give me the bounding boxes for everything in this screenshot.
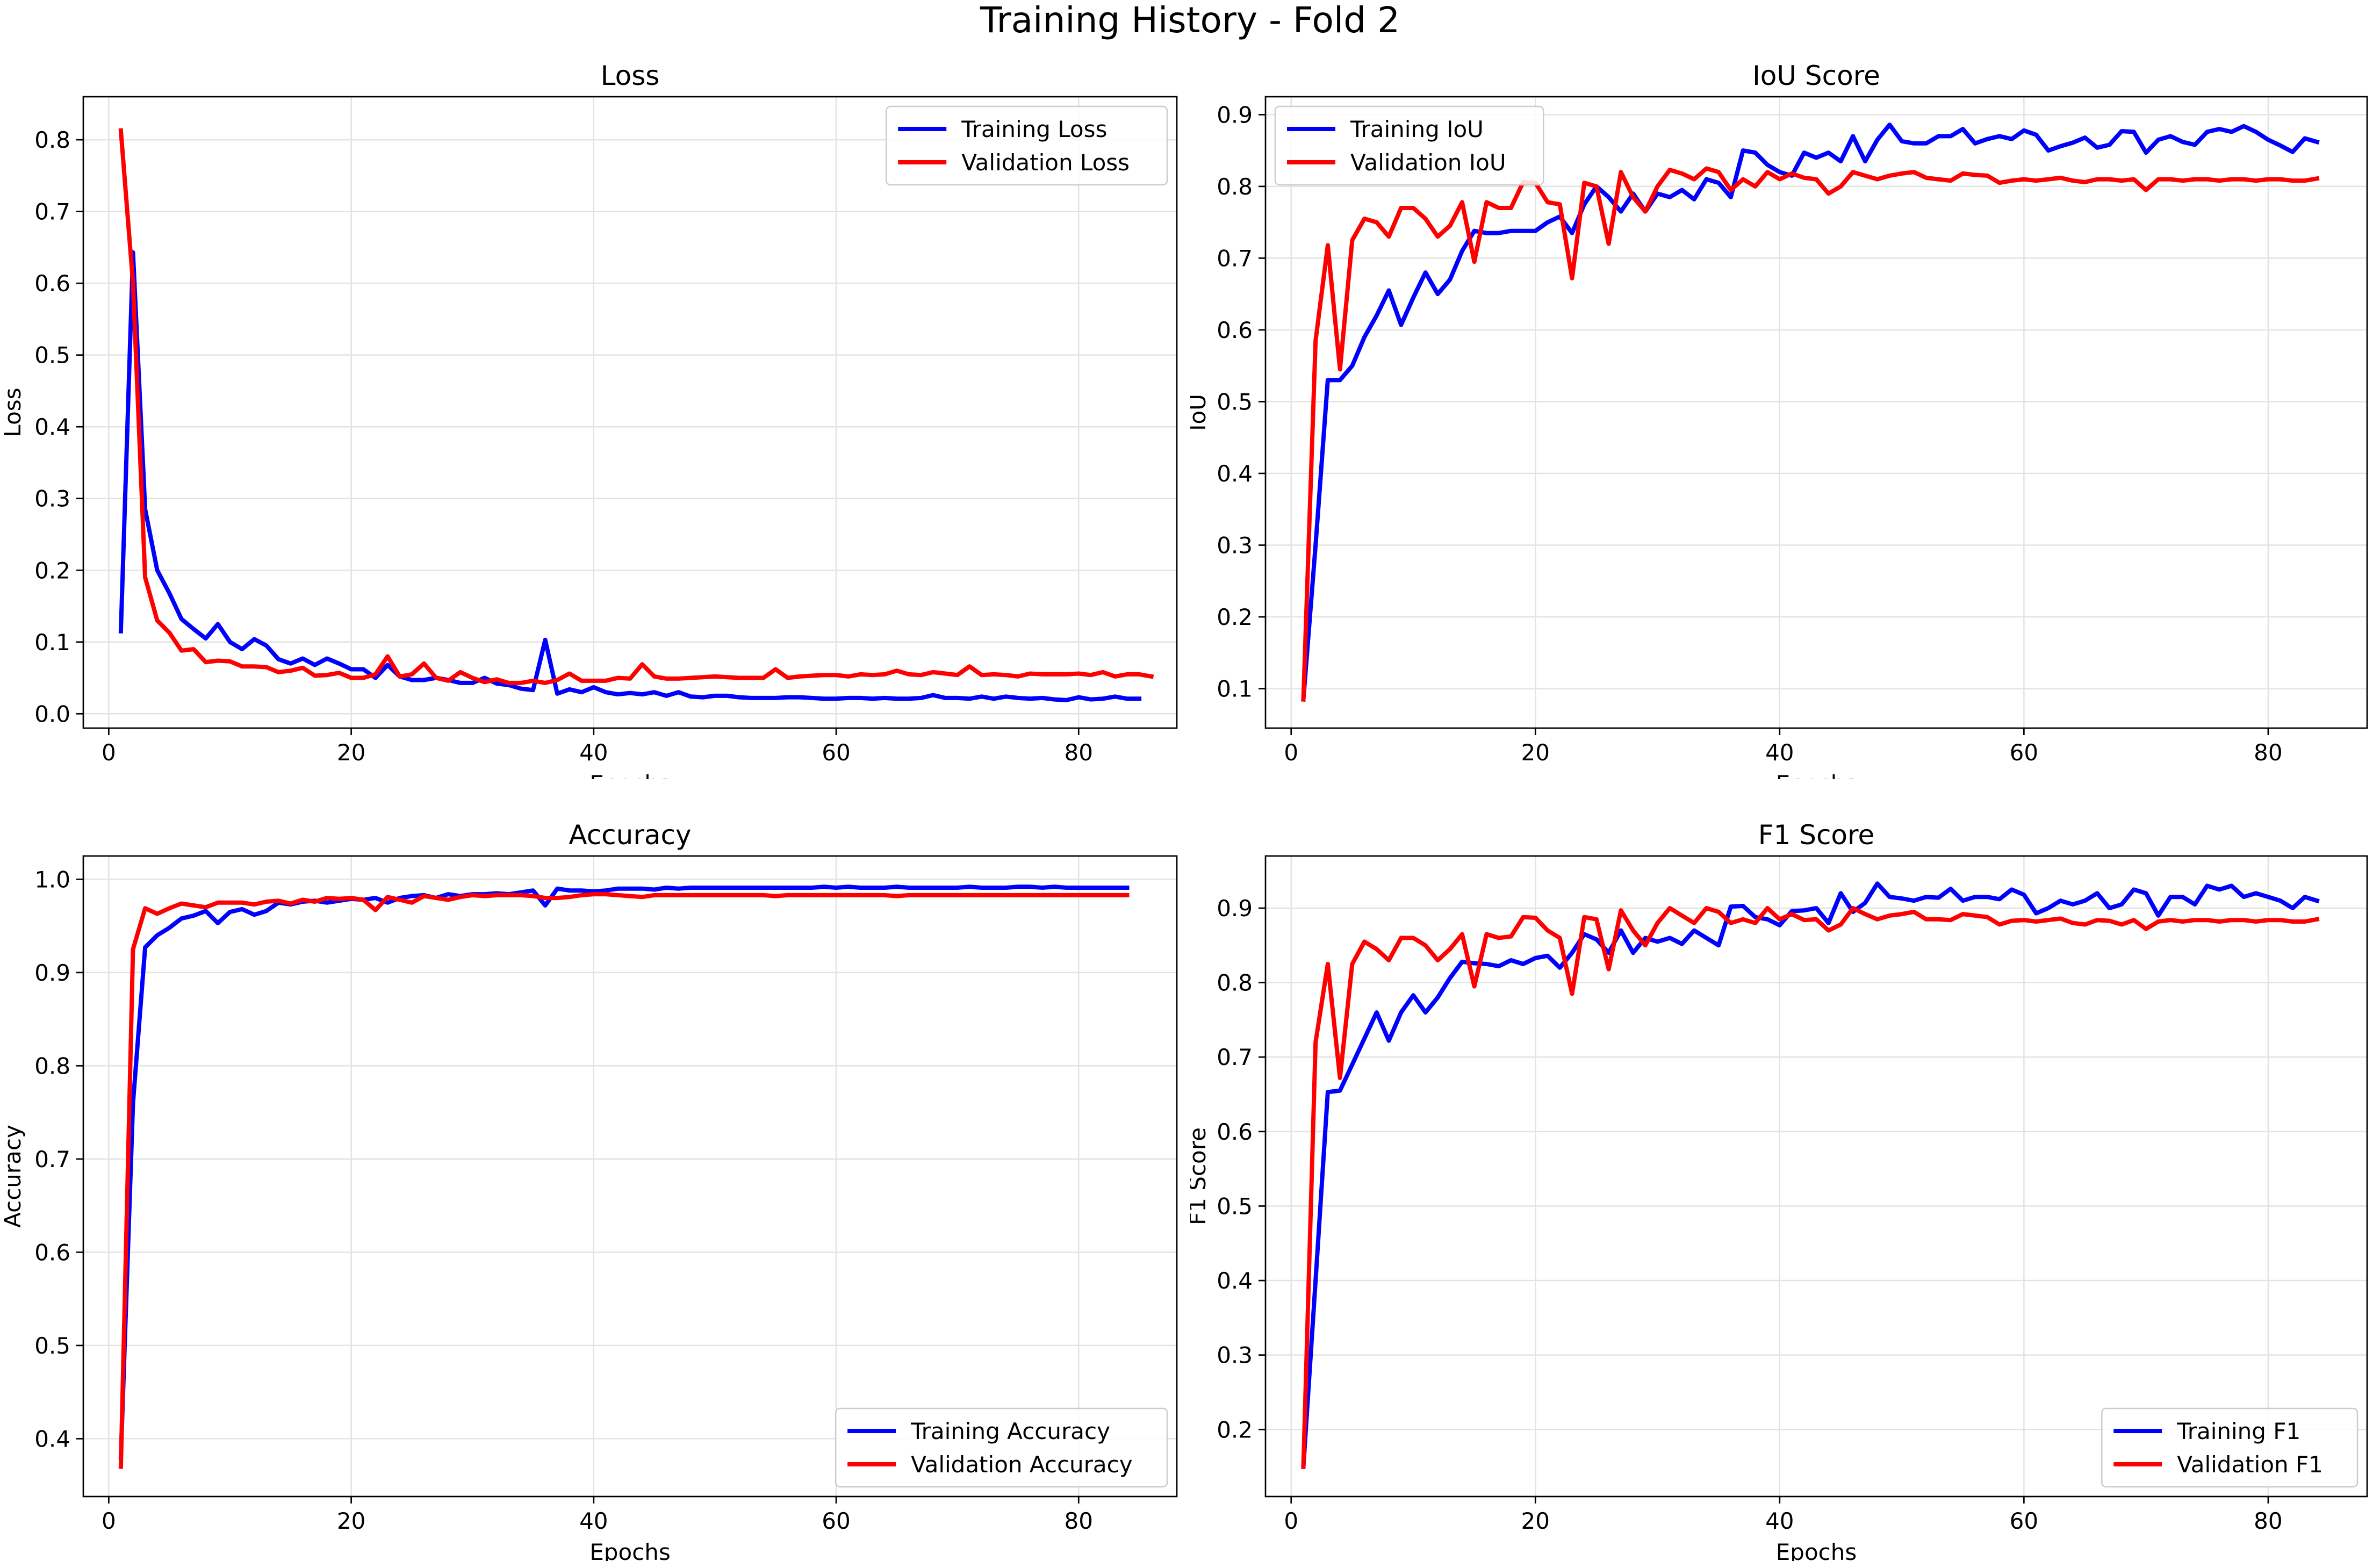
accuracy-ytick-label: 0.7 [34, 1146, 70, 1172]
f1-score-plot-frame [1264, 855, 2368, 1498]
iou-score-ytick-label: 0.4 [1217, 461, 1253, 487]
accuracy-legend-label-training-accuracy: Training Accuracy [910, 1418, 1110, 1444]
iou-score-ytick-label: 0.5 [1217, 389, 1253, 415]
iou-chart: 0 20 40 60 80 0.1 0.2 0.3 0.4 0.5 0.6 0.7 0.8 0.9 IoU … [1190, 60, 2368, 779]
iou-score-xtick-label: 80 [2254, 739, 2282, 766]
accuracy-legend: Training Accuracy Validation Accuracy [835, 1407, 1168, 1488]
f1-score-legend-label-validation-f1: Validation F1 [2177, 1451, 2323, 1478]
iou-score-ytick-label: 0.8 [1217, 174, 1253, 200]
loss-ytick-label: 0.1 [34, 629, 70, 656]
loss-xlabel: Epochs [589, 771, 671, 779]
iou-score-xtick-label: 40 [1765, 739, 1794, 766]
loss-legend-label-training-loss: Training Loss [961, 116, 1107, 142]
loss-ytick-label: 0.3 [34, 486, 70, 512]
f1-score-legend: Training F1 Validation F1 [2101, 1407, 2359, 1488]
accuracy-ytick-label: 0.8 [34, 1053, 70, 1079]
iou-score-legend: Training IoU Validation IoU [1274, 105, 1544, 186]
loss-xtick-label: 20 [337, 739, 365, 766]
f1-score-ytick-label: 0.2 [1217, 1416, 1253, 1443]
iou-score-title: IoU Score [1752, 60, 1880, 91]
iou-score-ytick-label: 0.7 [1217, 245, 1253, 271]
loss-ytick-label: 0.7 [34, 199, 70, 225]
f1-score-xlabel: Epochs [1776, 1539, 1857, 1561]
accuracy-xtick-label: 60 [822, 1508, 850, 1534]
accuracy-xlabel: Epochs [589, 1539, 671, 1561]
loss-ytick-label: 0.5 [34, 342, 70, 369]
f1-score-xtick-label: 40 [1765, 1508, 1794, 1534]
f1-score-ytick-label: 0.3 [1217, 1342, 1253, 1369]
iou-score-xtick-label: 0 [1284, 739, 1298, 766]
loss-line-validation-loss [118, 128, 1154, 685]
accuracy-xtick-label: 40 [579, 1508, 608, 1534]
accuracy-plot-frame [82, 855, 1178, 1498]
f1-score-line-validation-f1 [1301, 906, 2320, 1469]
loss-chart: 0 20 40 60 80 0.0 0.1 0.2 0.3 0.4 0.5 0.6 0.7 0.8 Loss… [0, 60, 1178, 779]
accuracy-xtick-label: 20 [337, 1508, 365, 1534]
f1-score-ytick-label: 0.6 [1217, 1119, 1253, 1145]
iou-score-plot-frame [1264, 96, 2368, 729]
accuracy-ytick-label: 0.9 [34, 960, 70, 986]
loss-plot-frame [82, 96, 1178, 729]
f1-score-ylabel: F1 Score [1190, 1127, 1211, 1225]
loss-legend: Training Loss Validation Loss [885, 105, 1168, 186]
accuracy-ytick-label: 0.5 [34, 1333, 70, 1359]
loss-xtick-label: 40 [579, 739, 608, 766]
accuracy-line-validation-accuracy [118, 892, 1130, 1469]
iou-score-line-validation-iou [1301, 166, 2320, 702]
accuracy-ytick-label: 1.0 [34, 866, 70, 893]
loss-ytick-label: 0.8 [34, 127, 70, 153]
iou-score-legend-box [1274, 105, 1544, 186]
loss-ytick-label: 0.0 [34, 701, 70, 727]
loss-xtick-label: 60 [822, 739, 850, 766]
f1-score-ytick-label: 0.9 [1217, 895, 1253, 922]
f1-score-xtick-label: 20 [1521, 1508, 1550, 1534]
iou-score-ytick-label: 0.1 [1217, 676, 1253, 702]
accuracy-xtick-label: 0 [102, 1508, 116, 1534]
loss-ytick-label: 0.4 [34, 414, 70, 440]
f1-score-title: F1 Score [1758, 819, 1875, 851]
accuracy-xtick-label: 80 [1065, 1508, 1093, 1534]
loss-ylabel: Loss [0, 387, 26, 437]
f1-score-line-training-f1 [1301, 881, 2320, 1469]
f1-score-legend-label-training-f1: Training F1 [2176, 1418, 2300, 1444]
figure-title: Training History - Fold 2 [980, 0, 1400, 41]
f1-score-legend-box [2101, 1407, 2359, 1488]
accuracy-ylabel: Accuracy [0, 1125, 26, 1228]
iou-score-line-training-iou [1301, 123, 2320, 702]
iou-score-ytick-label: 0.3 [1217, 533, 1253, 559]
accuracy-title: Accuracy [569, 819, 691, 851]
accuracy-ytick-label: 0.6 [34, 1239, 70, 1265]
iou-score-xlabel: Epochs [1776, 771, 1857, 779]
loss-title: Loss [601, 60, 660, 91]
iou-score-xtick-label: 60 [2010, 739, 2038, 766]
f1-score-ytick-label: 0.4 [1217, 1268, 1253, 1294]
loss-ytick-label: 0.2 [34, 557, 70, 584]
f1-score-xtick-label: 60 [2010, 1508, 2038, 1534]
iou-score-legend-label-validation-iou: Validation IoU [1350, 149, 1506, 176]
iou-score-ylabel: IoU [1190, 394, 1211, 431]
iou-score-ytick-label: 0.2 [1217, 604, 1253, 630]
loss-ytick-label: 0.6 [34, 270, 70, 297]
f1-score-ytick-label: 0.7 [1217, 1044, 1253, 1070]
iou-score-xtick-label: 20 [1521, 739, 1550, 766]
iou-score-legend-label-training-iou: Training IoU [1350, 116, 1484, 142]
accuracy-chart: 0 20 40 60 80 0.4 0.5 0.6 0.7 0.8 0.9 1.0 Accuracy Ep… [0, 819, 1178, 1561]
loss-line-training-loss [118, 250, 1142, 702]
accuracy-legend-label-validation-accuracy: Validation Accuracy [911, 1451, 1133, 1478]
iou-score-ytick-label: 0.6 [1217, 317, 1253, 343]
f1-chart: 0 20 40 60 80 0.2 0.3 0.4 0.5 0.6 0.7 0.8 0.9 F1 Scor… [1190, 819, 2368, 1561]
accuracy-ytick-label: 0.4 [34, 1426, 70, 1452]
loss-legend-label-validation-loss: Validation Loss [961, 149, 1130, 176]
iou-score-ytick-label: 0.9 [1217, 102, 1253, 128]
f1-score-ytick-label: 0.5 [1217, 1193, 1253, 1219]
loss-legend-box [885, 105, 1168, 186]
f1-score-xtick-label: 80 [2254, 1508, 2282, 1534]
f1-score-xtick-label: 0 [1284, 1508, 1298, 1534]
loss-xtick-label: 80 [1065, 739, 1093, 766]
accuracy-legend-box [835, 1407, 1168, 1488]
f1-score-ytick-label: 0.8 [1217, 970, 1253, 996]
loss-xtick-label: 0 [102, 739, 116, 766]
